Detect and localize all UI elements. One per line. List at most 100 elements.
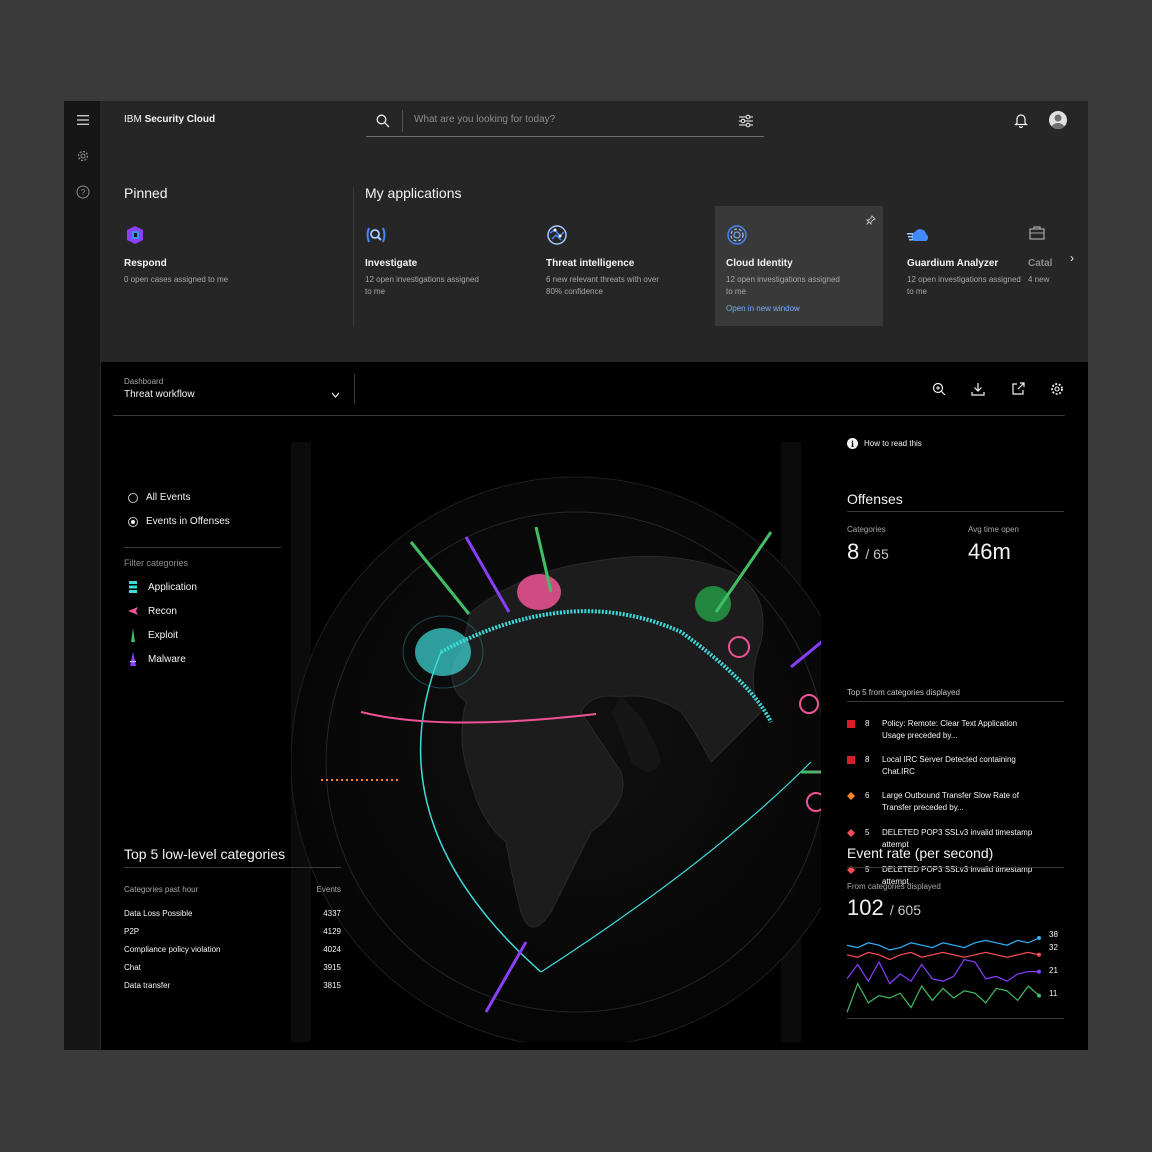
- exploit-hotspot[interactable]: [695, 586, 731, 622]
- filter-category-exploit[interactable]: Exploit: [128, 628, 178, 642]
- radio-events-in-offenses[interactable]: Events in Offenses: [128, 516, 230, 527]
- app-card-cloud-identity[interactable]: Cloud Identity 12 open investigations as…: [715, 206, 883, 326]
- table-row[interactable]: Chat 3915: [124, 963, 341, 972]
- event-rate-title: Event rate (per second): [847, 845, 994, 861]
- offense-severity-diamond-icon: [847, 792, 855, 800]
- app-window: ? IBM Security Cloud What are you lookin…: [64, 101, 1088, 1050]
- zoom-in-icon[interactable]: [932, 382, 946, 401]
- categories-stat: Categories 8 / 65: [847, 525, 889, 564]
- app-card-investigate[interactable]: Investigate 12 open investigations assig…: [354, 206, 522, 326]
- search-icon[interactable]: [376, 114, 390, 133]
- chevron-down-icon[interactable]: [331, 390, 340, 400]
- event-rate-value: 102 / 605: [847, 895, 921, 920]
- user-avatar[interactable]: [1049, 111, 1067, 129]
- offense-severity-flag-icon: [847, 756, 855, 764]
- launch-icon[interactable]: [1011, 382, 1025, 401]
- recon-icon: [128, 607, 138, 615]
- download-icon[interactable]: [971, 382, 985, 401]
- dashboard-header-divider: [113, 415, 1065, 416]
- application-hotspot-ring: [402, 615, 484, 689]
- sparkline-endpoint: [1037, 969, 1041, 974]
- menu-icon[interactable]: [75, 112, 91, 128]
- app-name: Guardium Analyzer: [907, 258, 999, 269]
- filter-category-recon[interactable]: Recon: [128, 604, 177, 618]
- search-bar[interactable]: What are you looking for today?: [366, 105, 764, 137]
- exploit-spike: [714, 531, 773, 613]
- open-in-new-window-link[interactable]: Open in new window: [726, 304, 800, 313]
- info-icon: i: [847, 438, 858, 449]
- svg-text:?: ?: [81, 188, 86, 197]
- avg-time-open-stat: Avg time open 46m: [968, 525, 1019, 564]
- offense-item[interactable]: 5 DELETED POP3 SSLv3 invalid timestamp at…: [847, 864, 1064, 888]
- series-value: 32: [1049, 943, 1058, 952]
- investigate-icon: [365, 224, 387, 246]
- exploit-spike: [409, 541, 471, 615]
- app-description: 6 new relevant threats with over 80% con…: [546, 275, 659, 296]
- filter-categories-label: Filter categories: [124, 558, 189, 568]
- event-rate-sparkline-chart[interactable]: [847, 926, 1064, 1022]
- event-rate-bottom-divider: [847, 1018, 1064, 1019]
- threat-globe-visualization[interactable]: [291, 442, 821, 1042]
- recon-hotspot[interactable]: [517, 574, 561, 610]
- filter-category-application[interactable]: Application: [128, 580, 197, 594]
- pinned-title: Pinned: [124, 185, 168, 201]
- top5-header: Categories past hour Events: [124, 885, 341, 894]
- fingerprint-icon: [726, 224, 748, 246]
- gear-icon[interactable]: [75, 148, 91, 164]
- malware-icon: [130, 652, 136, 666]
- offenses-divider: [847, 511, 1064, 512]
- sparkline-series: [847, 958, 1039, 985]
- table-row[interactable]: P2P 4129: [124, 927, 341, 936]
- globe-inner-ring: [325, 511, 821, 1013]
- sparkline-series: [847, 982, 1040, 1013]
- dashboard-value: Threat workflow: [124, 389, 195, 400]
- threat-intelligence-icon: [546, 224, 568, 246]
- chevron-right-icon: ›: [1070, 251, 1074, 265]
- app-description: 0 open cases assigned to me: [124, 275, 229, 284]
- sparkline-endpoint: [1037, 993, 1041, 998]
- app-description: 12 open investigations assigned to me: [726, 275, 840, 296]
- app-card-guardium-analyzer[interactable]: Guardium Analyzer 12 open investigations…: [896, 206, 1064, 326]
- malware-spike: [790, 640, 821, 669]
- notification-bell-icon[interactable]: [1014, 112, 1028, 133]
- app-card-threat-intelligence[interactable]: Threat intelligence 6 new relevant threa…: [535, 206, 703, 326]
- dashboard-select[interactable]: Dashboard Threat workflow: [124, 377, 195, 400]
- offense-item[interactable]: 6 Large Outbound Transfer Slow Rate of Tr…: [847, 790, 1064, 814]
- exploit-spike: [534, 526, 553, 593]
- table-row[interactable]: Data transfer 3815: [124, 981, 341, 990]
- filter-category-label: Exploit: [148, 629, 179, 641]
- my-applications-title: My applications: [365, 185, 462, 201]
- pin-icon[interactable]: [865, 212, 876, 230]
- attack-arc: [440, 609, 773, 723]
- event-rate-divider: [847, 867, 1064, 868]
- filter-divider: [124, 547, 281, 548]
- app-card-respond[interactable]: Respond 0 open cases assigned to me: [113, 206, 281, 326]
- offense-item[interactable]: 8 Local IRC Server Detected containing Ch…: [847, 754, 1064, 778]
- settings-icon[interactable]: [1050, 382, 1064, 401]
- offense-severity-flag-icon: [847, 720, 855, 728]
- search-input[interactable]: What are you looking for today?: [414, 114, 556, 125]
- dashboard-label: Dashboard: [124, 377, 164, 386]
- offense-severity-diamond-icon: [847, 866, 855, 874]
- offense-item[interactable]: 5 DELETED POP3 SSLv3 invalid timestamp at…: [847, 827, 1064, 851]
- radio-all-events[interactable]: All Events: [128, 492, 190, 503]
- filter-sliders-icon[interactable]: [738, 114, 754, 133]
- filter-category-malware[interactable]: Malware: [128, 652, 186, 666]
- offense-item[interactable]: 8 Policy: Remote: Clear Text Application …: [847, 718, 1064, 742]
- malware-spike: [464, 536, 511, 613]
- series-value: 21: [1049, 966, 1058, 975]
- app-description: 12 open investigations assigned to me: [365, 275, 479, 296]
- continent-landmass: [451, 555, 764, 928]
- brand-title: IBM Security Cloud: [124, 114, 216, 125]
- how-to-read-link[interactable]: i How to read this: [847, 438, 922, 449]
- offenses-title: Offenses: [847, 491, 903, 507]
- table-row[interactable]: Compliance policy violation 4024: [124, 945, 341, 954]
- series-value: 38: [1049, 930, 1058, 939]
- table-row[interactable]: Data Loss Possible 4337: [124, 909, 341, 918]
- pinned-divider: [353, 187, 354, 327]
- app-card-catalog[interactable]: Catal 4 new: [1017, 206, 1077, 326]
- search-separator: [402, 110, 403, 132]
- carousel-next-button[interactable]: ›: [1061, 199, 1088, 321]
- help-icon[interactable]: ?: [75, 184, 91, 200]
- filter-category-label: Application: [148, 581, 197, 593]
